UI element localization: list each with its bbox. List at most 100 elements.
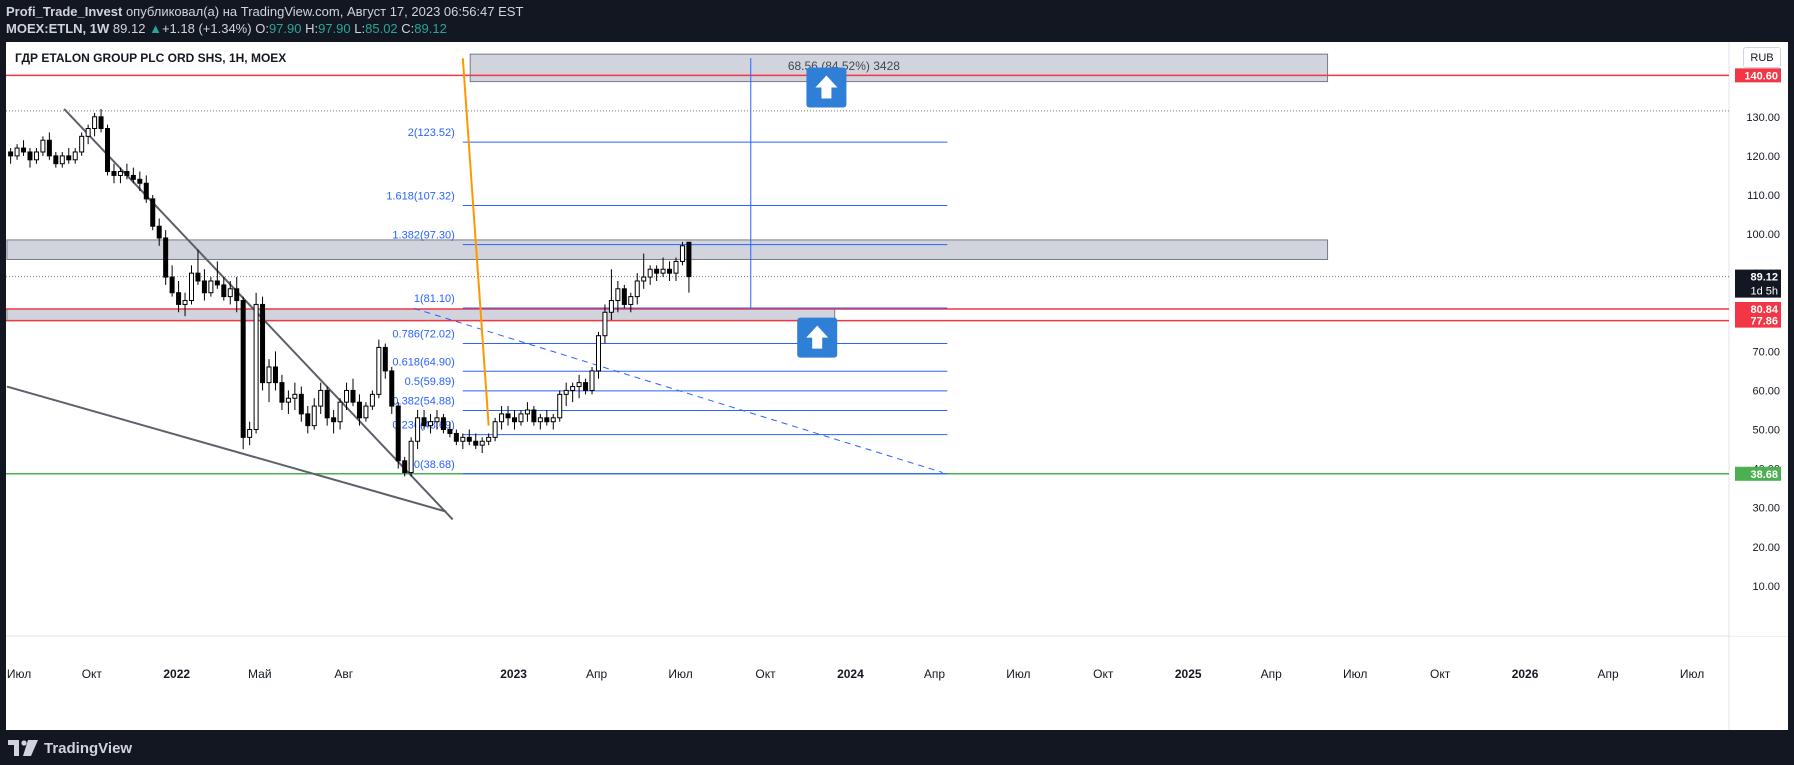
candle-body xyxy=(641,276,647,282)
candle xyxy=(473,433,479,450)
candle xyxy=(453,429,459,446)
candle-body xyxy=(615,288,621,302)
candle xyxy=(46,132,52,160)
candle-body xyxy=(524,409,530,415)
candle xyxy=(8,148,14,164)
candle-body xyxy=(589,370,595,391)
candle-body xyxy=(59,155,65,165)
candle xyxy=(240,296,246,450)
chart-title: ГДР ETALON GROUP PLC ORD SHS, 1H, MOEX xyxy=(15,51,287,65)
price-label-text: 80.84 xyxy=(1750,304,1778,316)
price-tick-label: 30.00 xyxy=(1752,503,1780,515)
candle xyxy=(466,429,472,446)
candle-body xyxy=(402,460,408,474)
candle xyxy=(318,382,324,414)
candle-body xyxy=(511,417,518,423)
candle xyxy=(105,124,111,176)
candle xyxy=(615,280,621,313)
price-axis-label: 80.84 xyxy=(1735,301,1781,316)
fib-level-label: 1(81.10) xyxy=(414,293,455,305)
last-price-label: 89.12 1d 5h xyxy=(1735,269,1781,298)
time-tick-label: 2024 xyxy=(837,667,864,681)
candle xyxy=(583,378,589,395)
candle-body xyxy=(234,288,240,302)
price-label-text: 77.86 xyxy=(1750,316,1778,328)
candle xyxy=(14,144,20,160)
price-axis-label: 77.86 xyxy=(1735,313,1781,328)
time-tick-label: Апр xyxy=(924,667,946,681)
candle-body xyxy=(421,417,427,427)
candle-body xyxy=(376,346,382,395)
candle xyxy=(524,402,530,422)
candle-body xyxy=(647,268,653,278)
candle-body xyxy=(79,135,85,153)
candle xyxy=(208,277,214,297)
measure-box xyxy=(469,53,1329,83)
candle xyxy=(421,409,427,430)
candle-body xyxy=(415,417,421,442)
candle-body xyxy=(40,139,46,153)
candle xyxy=(447,421,453,438)
chart-area[interactable]: 68.56 (84.52%) 34280(38.68)0.236(48.69)0… xyxy=(6,42,1788,730)
candle xyxy=(344,382,350,410)
orange-line xyxy=(461,58,490,426)
candle-body xyxy=(72,151,78,161)
tradingview-logo[interactable]: TradingView xyxy=(8,738,132,758)
candle xyxy=(137,171,143,192)
candle xyxy=(298,386,304,422)
candle xyxy=(667,261,673,281)
time-tick-label: Окт xyxy=(1430,667,1451,681)
tradingview-logo-icon xyxy=(8,740,38,756)
candle-body xyxy=(408,440,414,474)
open-label: O: xyxy=(255,21,269,36)
price-chart[interactable]: 68.56 (84.52%) 34280(38.68)0.236(48.69)0… xyxy=(6,42,1788,730)
candle xyxy=(253,292,259,434)
candle-body xyxy=(550,417,556,423)
candle-body xyxy=(150,198,156,227)
currency-button[interactable]: RUB xyxy=(1743,47,1781,68)
price-tick-label: 20.00 xyxy=(1752,542,1780,554)
time-tick-label: Июл xyxy=(1006,667,1030,681)
candle xyxy=(234,277,240,313)
fib-level-label: 0(38.68) xyxy=(414,459,455,471)
candle xyxy=(440,413,446,434)
candle xyxy=(324,386,330,426)
candle xyxy=(544,409,550,426)
time-tick-label: Окт xyxy=(1093,667,1114,681)
candle xyxy=(557,390,563,422)
candle xyxy=(260,296,266,391)
candle-body xyxy=(583,382,589,391)
candle-body xyxy=(8,151,14,157)
candle-body xyxy=(305,413,311,427)
candle-body xyxy=(53,155,59,165)
candle-body xyxy=(292,393,298,399)
fib-level-label: 2(123.52) xyxy=(408,127,455,139)
candle xyxy=(382,343,388,379)
candle xyxy=(285,390,291,414)
symbol-label: MOEX:ETLN, 1W xyxy=(6,21,110,36)
candle-body xyxy=(130,174,136,180)
time-tick-label: Июл xyxy=(7,667,31,681)
price-label-text: 38.68 xyxy=(1750,469,1778,481)
candle-body xyxy=(143,182,149,200)
candle xyxy=(628,292,634,313)
fib-level-label: 0.5(59.89) xyxy=(405,376,455,388)
time-tick-label: Май xyxy=(248,667,272,681)
price-tick-label: 50.00 xyxy=(1752,425,1780,437)
candle xyxy=(679,241,685,266)
candle xyxy=(402,456,408,477)
time-tick-label: 2026 xyxy=(1512,667,1539,681)
time-tick-label: Окт xyxy=(755,667,776,681)
candle xyxy=(305,406,311,434)
candle xyxy=(428,413,434,434)
last-price-text: 89.12 xyxy=(1750,272,1778,284)
candle xyxy=(356,394,362,426)
candle xyxy=(415,409,421,450)
candle-body xyxy=(434,417,440,423)
candle xyxy=(673,257,679,281)
candle xyxy=(98,108,104,133)
candle xyxy=(130,167,136,184)
fib-level-label: 1.618(107.32) xyxy=(386,190,455,202)
candle xyxy=(201,269,207,301)
candle-body xyxy=(621,288,627,305)
